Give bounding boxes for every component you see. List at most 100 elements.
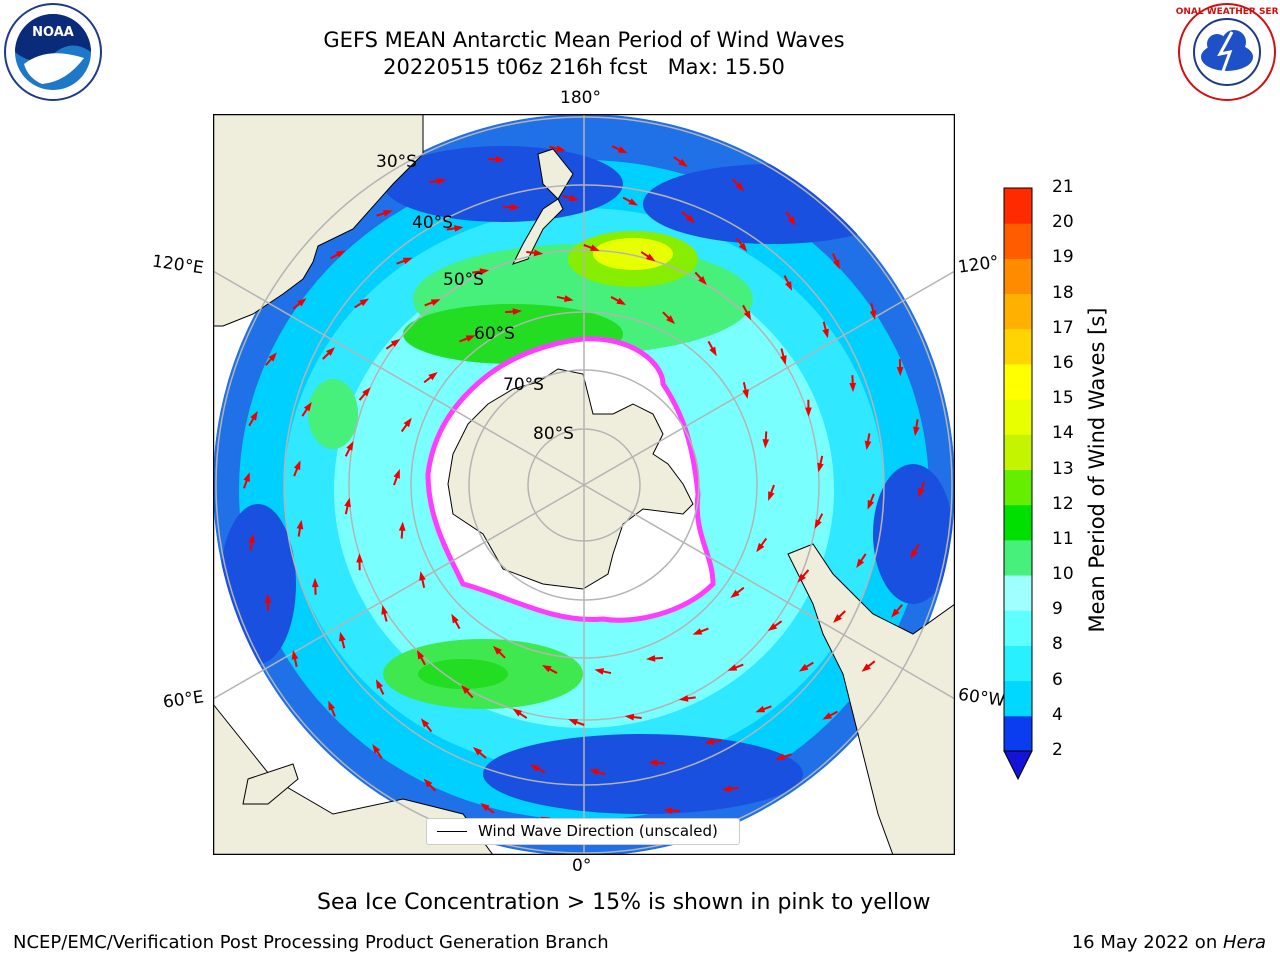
- wind-wave-arrow-head: [589, 768, 599, 776]
- colorbar-tick-label: 12: [1052, 493, 1074, 514]
- map-frame: [213, 114, 955, 855]
- wind-wave-arrow-head: [291, 650, 299, 660]
- colorbar-segment: [1004, 328, 1032, 365]
- wind-wave-arrow-head: [709, 346, 717, 357]
- blue-patch-west: [220, 504, 296, 664]
- wind-wave-arrow-head: [296, 519, 304, 530]
- wind-wave-arrow-head: [727, 664, 738, 671]
- wind-wave-arrow-head: [910, 549, 918, 559]
- south-america-land: [787, 543, 955, 855]
- wind-wave-arrow-head: [569, 194, 579, 202]
- wind-wave-arrow-head: [362, 387, 371, 397]
- antarctica-land: [447, 368, 694, 590]
- madagascar-land: [242, 763, 299, 805]
- wind-wave-arrow-head: [805, 407, 812, 417]
- colorbar-label: Mean Period of Wind Waves [s]: [1085, 307, 1109, 633]
- wind-wave-arrow-head: [833, 614, 842, 623]
- wind-wave-arrow-head: [398, 521, 406, 531]
- wind-wave-arrow-head: [303, 401, 312, 412]
- wind-wave-arrow-head: [339, 631, 346, 642]
- wind-wave-arrow-head: [730, 589, 740, 599]
- wind-wave-arrows: [243, 145, 925, 825]
- legend-box: Wind Wave Direction (unscaled): [426, 818, 740, 845]
- wind-wave-arrow-head: [381, 605, 388, 615]
- wind-wave-arrow-head: [479, 268, 490, 275]
- wind-wave-arrow-head: [541, 665, 552, 673]
- lat-label-80s: 80°S: [533, 424, 574, 444]
- wind-wave-arrow-head: [663, 807, 673, 814]
- wind-wave-arrow-head: [755, 705, 766, 713]
- colorbar-tick-label: 18: [1052, 282, 1074, 303]
- wind-wave-arrow-head: [372, 744, 381, 754]
- wind-wave-arrow-head: [648, 759, 658, 767]
- wind-wave-arrow-head: [787, 216, 796, 226]
- green-patch-south: [418, 659, 508, 689]
- wind-wave-arrow-head: [533, 249, 544, 257]
- lon-label-120e: 120°E: [150, 251, 205, 279]
- colorbar-segment: [1004, 680, 1032, 717]
- footer-date-text: 16 May 2022 on: [1071, 932, 1223, 953]
- wind-wave-arrow-head: [617, 146, 628, 154]
- colorbar-segment: [1004, 469, 1032, 506]
- wind-wave-arrow-head: [495, 156, 505, 163]
- wind-wave-arrow-head: [628, 198, 639, 206]
- yellow-patch: [593, 238, 673, 270]
- wind-wave-arrow-head: [465, 335, 476, 342]
- legend-label: Wind Wave Direction (unscaled): [478, 822, 718, 840]
- colorbar-tick-label: 15: [1052, 388, 1074, 409]
- colorbar-tick-label: 21: [1052, 177, 1074, 197]
- wind-wave-arrow-head: [797, 573, 806, 583]
- colorbar-segment: [1004, 575, 1032, 611]
- colorbar-tick-label: 17: [1052, 317, 1074, 338]
- lat-label-40s: 40°S: [412, 213, 453, 233]
- colorbar-segment: [1004, 399, 1032, 435]
- new-zealand-south: [512, 198, 564, 265]
- footer-date: 16 May 2022 on Hera: [1072, 932, 1266, 953]
- wind-wave-arrow-head: [784, 281, 793, 291]
- colorbar-segment: [1004, 258, 1032, 295]
- wind-wave-arrow-head: [814, 519, 822, 529]
- polar-map: [213, 114, 955, 855]
- wind-wave-arrow-head: [264, 593, 272, 604]
- wind-wave-arrow-head: [645, 655, 656, 662]
- lon-label-0: 0°: [572, 856, 592, 876]
- wind-wave-arrow-head: [685, 214, 696, 223]
- wind-wave-arrow-head: [616, 297, 627, 305]
- wind-wave-arrow-head: [420, 718, 430, 728]
- wind-wave-arrow-head: [918, 488, 925, 498]
- wind-wave-arrow-head: [335, 250, 346, 258]
- green-patch-west: [308, 379, 358, 449]
- wind-wave-arrow-head: [556, 145, 566, 152]
- wind-wave-arrow-head: [780, 355, 787, 365]
- wind-wave-arrow-head: [594, 668, 605, 675]
- wind-wave-arrow-head: [698, 275, 707, 285]
- wind-wave-arrow-head: [768, 491, 775, 501]
- colorbar-tick-label: 2: [1052, 740, 1063, 760]
- wind-wave-arrow-head: [423, 778, 433, 788]
- colorbar-extend-arrow: [1003, 750, 1033, 781]
- blue-patch-east: [873, 464, 953, 604]
- wind-wave-arrow-head: [344, 497, 351, 508]
- colorbar-segment: [1004, 188, 1032, 224]
- wind-wave-arrow-head: [512, 708, 523, 717]
- wind-wave-arrow-head: [403, 417, 412, 428]
- wind-wave-arrow-head: [822, 328, 829, 339]
- footer-branch: NCEP/EMC/Verification Post Processing Pr…: [13, 932, 609, 953]
- wind-wave-arrow-head: [480, 803, 490, 812]
- wind-wave-arrow-head: [375, 679, 384, 689]
- blue-patch-northeast: [643, 164, 903, 244]
- wind-wave-arrow-head: [856, 558, 865, 569]
- sea-ice-caption: Sea Ice Concentration > 15% is shown in …: [317, 890, 931, 915]
- wind-wave-arrow-head: [359, 298, 370, 307]
- colorbar-outline: [1003, 187, 1033, 752]
- legend-line-sample: [437, 831, 467, 832]
- wind-wave-arrow-head: [428, 371, 438, 381]
- wind-wave-arrow-head: [867, 499, 875, 510]
- wind-wave-arrow-head: [454, 225, 464, 232]
- nws-logo: NATIONAL WEATHER SERVICE: [1176, 3, 1278, 101]
- lon-label-60w: 60°W: [956, 684, 1007, 712]
- wind-wave-arrow-head: [891, 608, 900, 618]
- wind-wave-arrow-head: [590, 244, 600, 251]
- wind-wave-arrow-head: [248, 533, 255, 544]
- wind-wave-arrow-head: [767, 622, 778, 632]
